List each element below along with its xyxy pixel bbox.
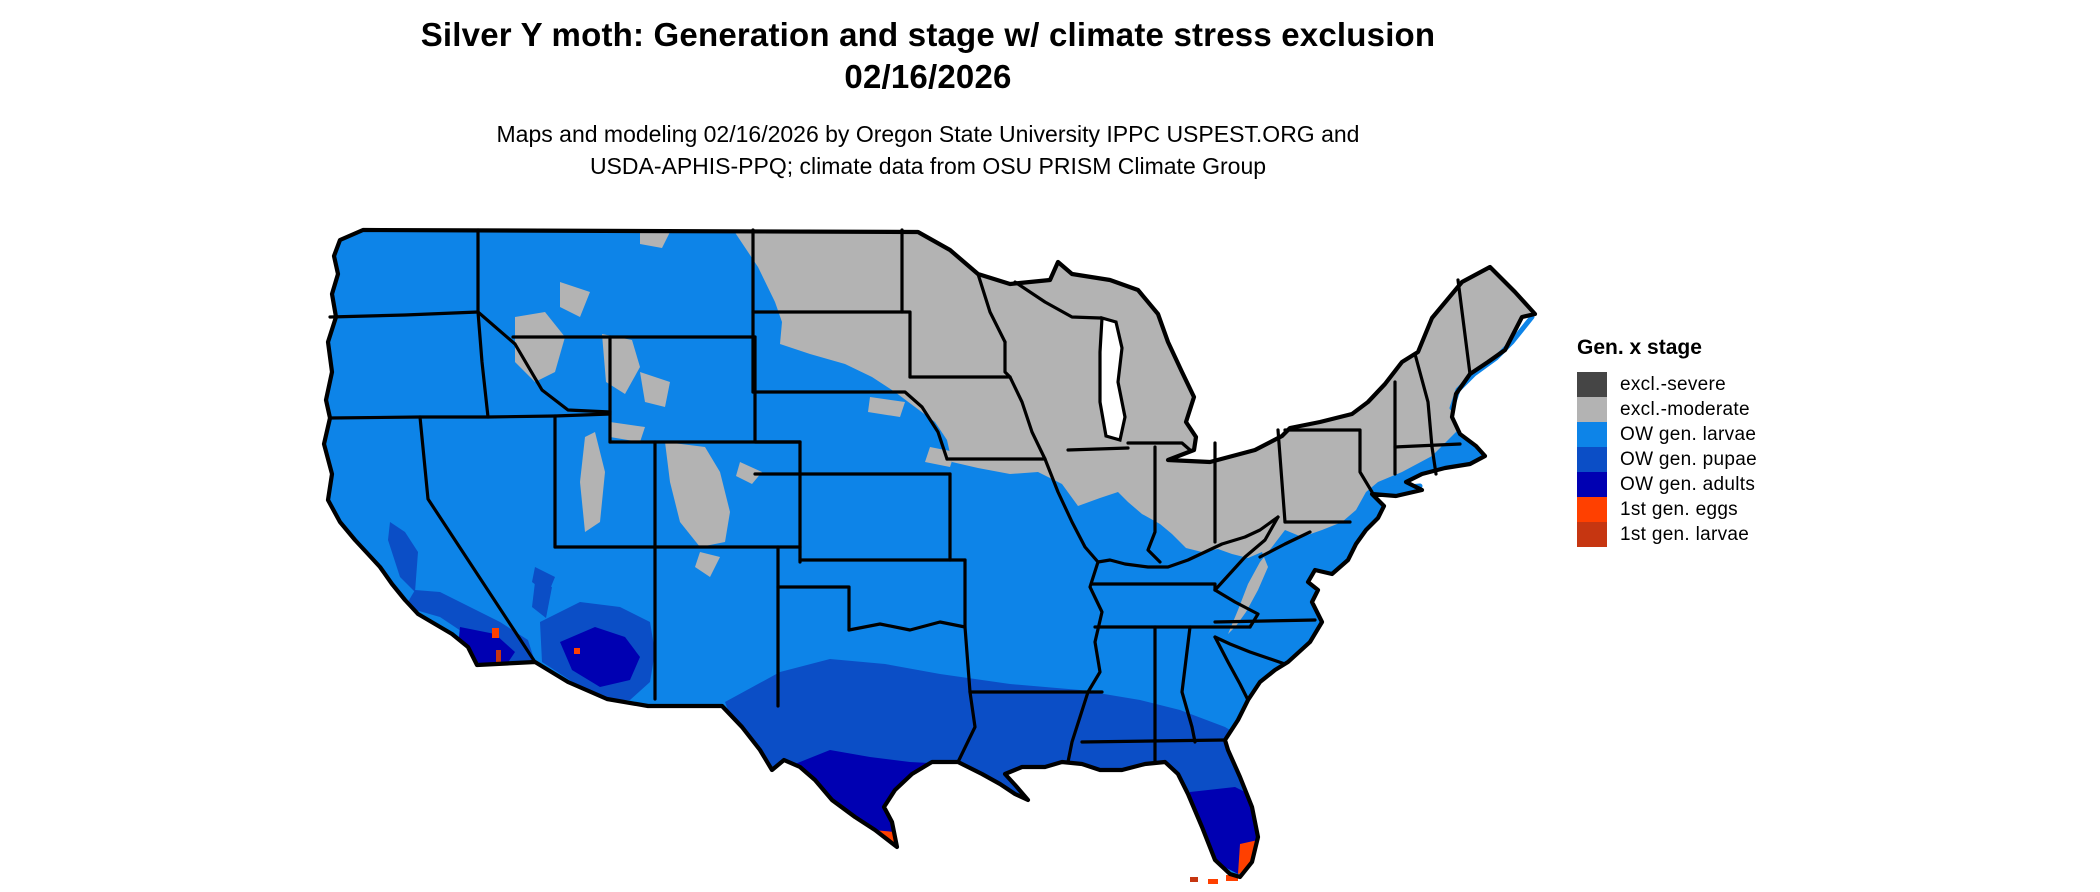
legend-swatch-ow-adults — [1577, 472, 1607, 497]
legend-swatch-ow-pupae — [1577, 447, 1607, 472]
legend-label: 1st gen. eggs — [1620, 498, 1738, 520]
legend-swatch-1st-larvae — [1577, 522, 1607, 547]
zone-ow-adults-phoenix — [560, 627, 640, 687]
us-outline — [321, 227, 1538, 880]
us-map-svg — [321, 227, 1538, 884]
legend-label: excl.-moderate — [1620, 398, 1750, 420]
zone-excl-moderate-wind-river — [640, 372, 670, 407]
legend-row-1st-larvae: 1st gen. larvae — [1577, 522, 1757, 547]
zone-excl-moderate-ne-patch2 — [925, 447, 955, 467]
zone-ow-pupae-central-valley — [388, 522, 418, 592]
legend-label: 1st gen. larvae — [1620, 523, 1750, 545]
lake-michigan — [1098, 315, 1127, 443]
legend-row-ow-adults: OW gen. adults — [1577, 472, 1757, 497]
zone-ow-pupae-s-nevada — [532, 567, 555, 594]
zone-excl-moderate-uintas — [610, 422, 645, 442]
zone-excl-moderate-mt-west — [560, 282, 590, 317]
legend-swatch-excl-moderate — [1577, 397, 1607, 422]
subtitle-line-1: Maps and modeling 02/16/2026 by Oregon S… — [496, 121, 1360, 147]
legend-swatch-ow-larvae — [1577, 422, 1607, 447]
title-line-2: 02/16/2026 — [844, 58, 1012, 96]
legend-label: OW gen. adults — [1620, 473, 1756, 495]
zone-excl-moderate-wa-ne — [640, 230, 670, 248]
map-title: Silver Y moth: Generation and stage w/ c… — [0, 14, 1856, 98]
legend-row-excl-severe: excl.-severe — [1577, 372, 1757, 397]
zone-excl-moderate-ne-patch1 — [868, 397, 905, 417]
legend-label: excl.-severe — [1620, 373, 1727, 395]
subtitle-line-2: USDA-APHIS-PPQ; climate data from OSU PR… — [589, 153, 1267, 180]
map-subtitle: Maps and modeling 02/16/2026 by Oregon S… — [0, 118, 1856, 182]
legend-row-ow-larvae: OW gen. larvae — [1577, 422, 1757, 447]
title-line-1: Silver Y moth: Generation and stage w/ c… — [420, 16, 1436, 53]
zone-larvae1-socal — [496, 650, 501, 662]
zone-eggs-keys3 — [1226, 875, 1238, 881]
legend-row-1st-eggs: 1st gen. eggs — [1577, 497, 1757, 522]
zone-excl-moderate-nm-north — [695, 552, 720, 577]
us-choropleth-map — [310, 222, 1550, 887]
zone-eggs-keys2 — [1208, 879, 1218, 884]
legend-row-excl-moderate: excl.-moderate — [1577, 397, 1757, 422]
legend-swatch-1st-eggs — [1577, 497, 1607, 522]
zone-excl-moderate-wasatch — [580, 432, 605, 532]
zone-eggs-socal-spot — [492, 628, 499, 638]
legend-label: OW gen. larvae — [1620, 423, 1757, 445]
map-legend: Gen. x stage excl.-severe excl.-moderate… — [1577, 336, 1757, 547]
legend-title: Gen. x stage — [1577, 336, 1702, 359]
legend-row-ow-pupae: OW gen. pupae — [1577, 447, 1757, 472]
legend-swatch-excl-severe — [1577, 372, 1607, 397]
state-borders — [328, 228, 1472, 764]
zone-excl-moderate-colorado-rockies — [665, 442, 730, 547]
zone-larvae1-keys1 — [1190, 877, 1198, 882]
legend-label: OW gen. pupae — [1620, 448, 1757, 470]
zone-eggs-az-spot — [574, 648, 580, 654]
zone-excl-moderate-co-small — [736, 462, 762, 484]
